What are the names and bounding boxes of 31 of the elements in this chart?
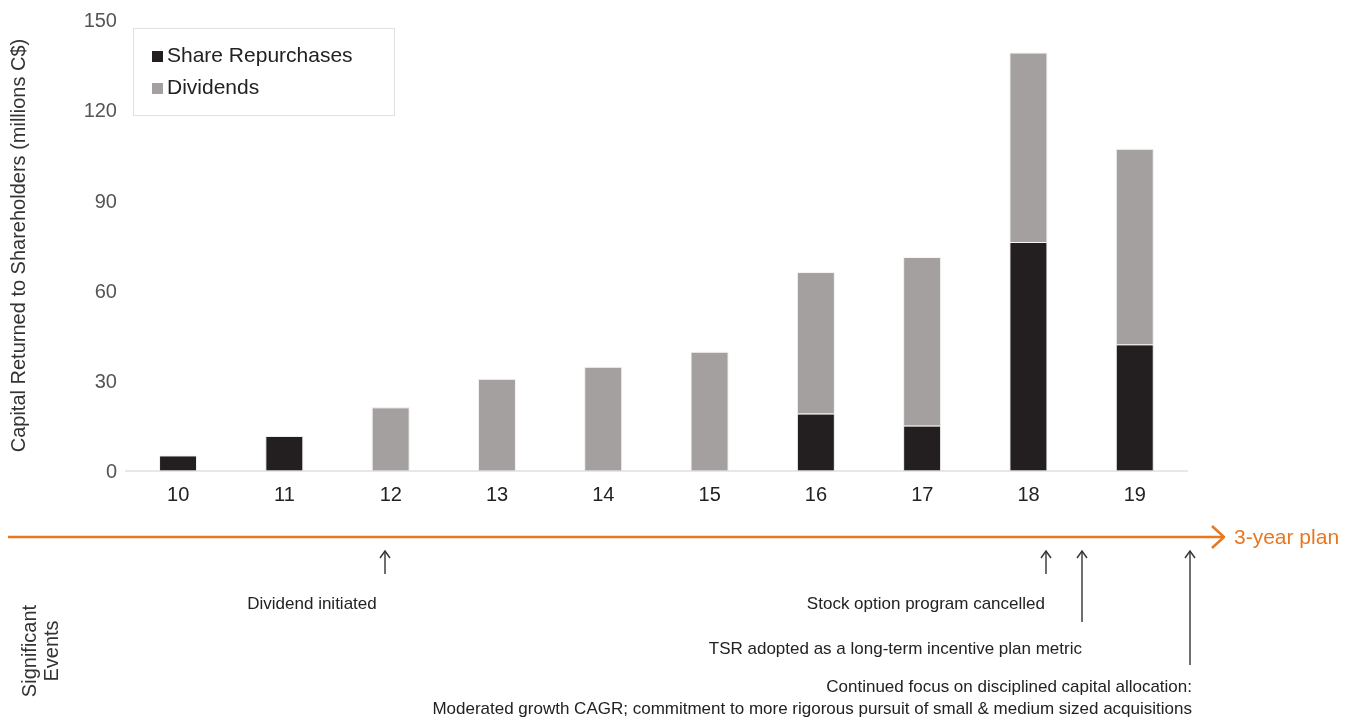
bar xyxy=(477,378,516,471)
bar xyxy=(690,351,729,471)
y-tick-label: 120 xyxy=(83,99,117,122)
x-tick-label: 12 xyxy=(379,483,402,506)
y-tick-label: 90 xyxy=(94,189,117,212)
bar xyxy=(159,455,198,471)
text: Stock option program cancelled xyxy=(806,594,1045,613)
legend-label: Dividends xyxy=(167,75,260,98)
y-tick-label: 30 xyxy=(94,369,117,392)
y-tick-label: 0 xyxy=(105,460,117,483)
x-tick-label: 15 xyxy=(698,483,721,506)
legend-label: Share Repurchases xyxy=(167,43,353,66)
bar xyxy=(371,407,410,471)
text: TSR adopted as a long-term incentive plan metric xyxy=(708,639,1083,658)
x-tick-label: 18 xyxy=(1017,483,1040,506)
y-tick-label: 150 xyxy=(83,9,117,32)
x-tick-label: 19 xyxy=(1123,483,1146,506)
text: 3-year plan xyxy=(1234,525,1340,548)
bar xyxy=(265,435,304,471)
x-tick-label: 13 xyxy=(485,483,509,506)
text: Dividend initiated xyxy=(247,594,377,613)
x-tick-label: 14 xyxy=(592,483,615,506)
y-tick-label: 60 xyxy=(94,279,117,302)
text: Significant Events xyxy=(18,604,62,698)
x-tick-label: 16 xyxy=(804,483,828,506)
x-tick-label: 11 xyxy=(274,483,295,506)
x-tick-label: 10 xyxy=(167,483,190,506)
bar xyxy=(584,366,623,471)
x-tick-label: 17 xyxy=(911,483,934,506)
y-axis-title: Capital Returned to Shareholders (millions C$) xyxy=(7,38,30,453)
text: Continued focus on disciplined capital allocation: Moderated growth CAGR; commitment to more rigorous pursuit of small & medium sized acquisitions xyxy=(432,677,1192,718)
